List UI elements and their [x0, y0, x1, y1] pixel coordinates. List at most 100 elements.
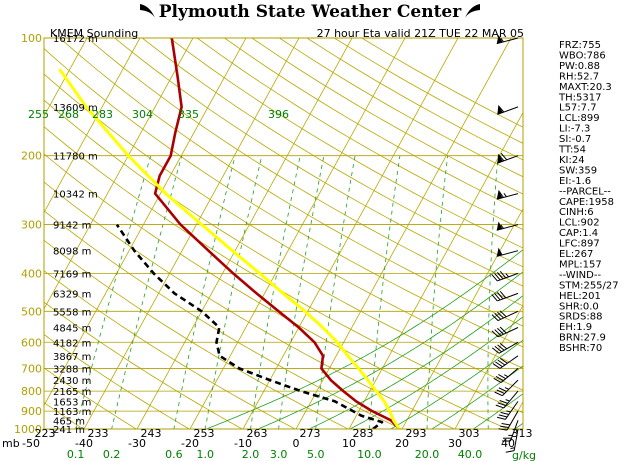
wind-barb-staff	[502, 379, 519, 397]
mixing-ratio-line	[111, 155, 183, 429]
wind-barb	[496, 221, 519, 231]
wind-barb-staff	[500, 368, 519, 383]
height-label: 2430 m	[53, 376, 91, 387]
wind-barb-flag	[497, 154, 505, 162]
pressure-label: 900	[21, 405, 42, 418]
index-line: CINH:6	[559, 207, 594, 218]
wind-barb-staff	[506, 410, 519, 431]
mixing-ratio-line	[487, 155, 499, 429]
wind-barb-flag	[499, 425, 509, 429]
index-line: CAP:1.4	[559, 228, 598, 239]
index-line: LCL:899	[559, 113, 600, 124]
wind-barb-staff	[497, 155, 519, 164]
dry-adiabat-line	[44, 73, 523, 369]
thermo-grid	[44, 20, 640, 437]
height-label: 10342 m	[53, 190, 98, 201]
wind-barb-half	[500, 224, 504, 229]
wind-barb-staff	[510, 420, 519, 442]
dry-adiabat-line	[44, 153, 509, 429]
wind-barb-flag	[499, 326, 507, 334]
wind-barb-half	[510, 447, 515, 449]
index-line: LFC:897	[559, 239, 600, 250]
dry-adiabat-line	[44, 99, 523, 391]
wind-barb-flag	[491, 314, 499, 321]
index-line: PW:0.88	[559, 61, 600, 72]
mixing-ratio-label: 0.2	[103, 448, 121, 461]
wind-barb-staff	[513, 428, 519, 451]
wind-barb-flag	[497, 105, 505, 113]
theta-label-top: 268	[58, 108, 79, 121]
wind-barb-flag	[499, 400, 508, 404]
isotherm-line	[44, 38, 194, 310]
isotherm-line	[295, 38, 512, 429]
wind-barb-staff	[499, 355, 519, 369]
theta-label-top: 304	[132, 108, 153, 121]
index-line: HEL:201	[559, 291, 601, 302]
isotherm-line	[609, 20, 640, 437]
wind-barb-half	[508, 434, 513, 436]
dry-adiabat-line	[44, 402, 84, 429]
wind-barb-half	[504, 387, 510, 390]
isotherm-line	[83, 38, 300, 429]
index-line: SW:359	[559, 165, 597, 176]
index-line: MAXT:20.3	[559, 82, 612, 93]
index-line: BSHR:70	[559, 343, 602, 354]
mixing-ratio-line	[368, 155, 401, 429]
index-line: KI:24	[559, 155, 585, 166]
station-label: KMEM Sounding	[50, 27, 138, 40]
isotherm-line	[454, 304, 523, 429]
height-label: 3288 m	[53, 364, 91, 375]
wind-barb	[496, 34, 519, 45]
left-pennant-icon	[140, 4, 155, 18]
mixing-ratio-line	[315, 155, 356, 429]
height-label: 241 m	[53, 425, 85, 436]
mixing-ratio-label: 1.0	[196, 448, 214, 461]
theta-label-bottom: 273	[300, 427, 321, 440]
wind-barb-flag	[501, 423, 511, 426]
wind-barb	[491, 326, 519, 338]
theta-label-top: 255	[28, 108, 49, 121]
temp-tick-label: -10	[234, 437, 252, 450]
isotherm-line	[44, 38, 88, 118]
profile-lines	[58, 38, 401, 429]
wind-barb-flag	[502, 437, 512, 439]
wind-barb-flag	[495, 404, 505, 409]
wind-barb-half	[505, 273, 509, 278]
mixing-ratio-label: 0.6	[165, 448, 183, 461]
wind-barb-flag	[500, 411, 509, 415]
pressure-label: 200	[21, 150, 42, 163]
wind-barb-flag	[496, 416, 506, 420]
height-label: 4182 m	[53, 338, 91, 349]
index-line: --PARCEL--	[559, 186, 611, 197]
wind-barb-flag	[493, 377, 502, 383]
wind-barb-flag	[499, 291, 507, 299]
mixing-ratio-line	[278, 155, 325, 429]
index-line: RH:52.7	[559, 71, 599, 82]
dry-adiabat-line	[114, 38, 523, 287]
wind-barb-staff	[498, 341, 519, 354]
index-line: EI:-1.6	[559, 176, 591, 187]
height-label: 9142 m	[53, 221, 91, 232]
height-label: 8098 m	[53, 247, 91, 258]
index-line: TH:5317	[558, 92, 601, 103]
wind-barb-pennant	[496, 221, 503, 231]
valid-time-label: 27 hour Eta valid 21Z TUE 22 MAR 05	[317, 27, 524, 40]
height-label: 1163 m	[53, 407, 91, 418]
height-label: 16172 m	[53, 34, 98, 45]
wind-barb-flag	[505, 450, 515, 453]
mixing-ratio-line	[75, 155, 152, 429]
wind-barb-pennant	[497, 154, 503, 164]
wind-barb	[496, 401, 519, 420]
wind-barb-staff	[497, 310, 519, 322]
pressure-label: 400	[21, 267, 42, 280]
index-line: SRDS:88	[559, 312, 602, 323]
index-line: EH:1.9	[559, 322, 592, 333]
pressure-label: 1000	[14, 423, 42, 436]
wind-barb-flag	[494, 293, 501, 301]
temp-tick-label: -50	[22, 437, 40, 450]
pressure-label: 300	[21, 219, 42, 232]
isotherm-line	[44, 38, 141, 214]
wind-barb-flag	[492, 363, 501, 369]
theta-label-bottom: 303	[459, 427, 480, 440]
wind-barb-flag	[494, 345, 502, 353]
